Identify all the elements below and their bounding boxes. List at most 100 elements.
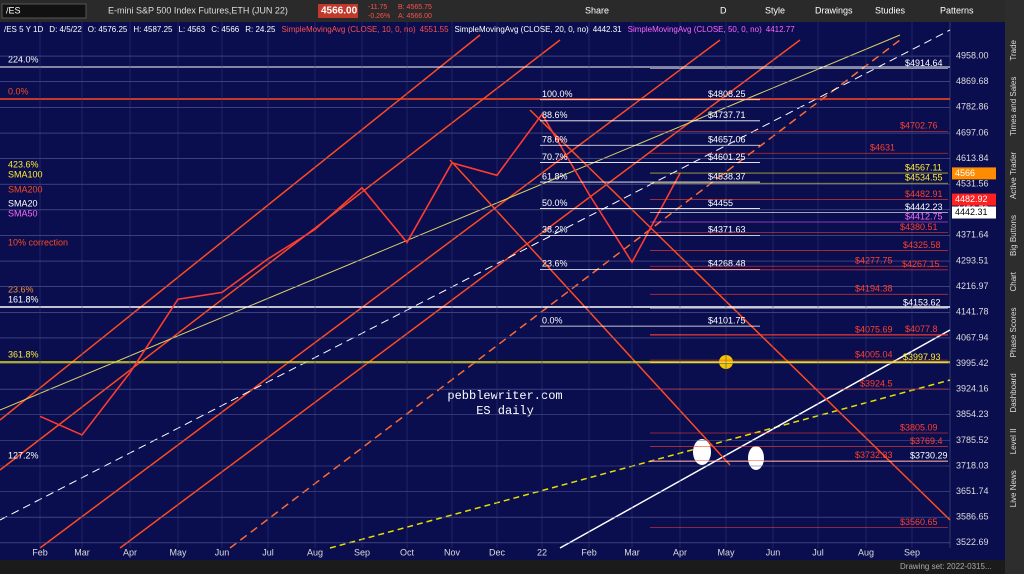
x-tick-label: Mar (624, 547, 640, 557)
price-tag: $4267.15 (902, 259, 940, 269)
description: E-mini S&P 500 Index Futures,ETH (JUN 22… (108, 5, 288, 15)
fib-price: $4538.37 (708, 171, 746, 181)
toolbar-button[interactable]: Share (585, 5, 609, 15)
y-tick-label: 3586.65 (956, 512, 989, 522)
y-tick-label: 4613.84 (956, 153, 989, 163)
bid: B: 4565.75 (398, 4, 432, 11)
toolbar (0, 0, 1024, 22)
fib-price: $4371.63 (708, 225, 746, 235)
y-tick-label: 4531.56 (956, 179, 989, 189)
fib-price: $4657.06 (708, 135, 746, 145)
side-tab[interactable]: Times and Sales (1009, 77, 1018, 136)
price-line (39, 112, 681, 436)
side-tab[interactable]: Live News (1009, 470, 1018, 507)
info-symbol: /ES 5 Y 1D (4, 25, 44, 34)
x-tick-label: Apr (123, 547, 137, 557)
fib-pct: 78.6% (542, 135, 568, 145)
symbol-box[interactable] (1, 3, 87, 19)
info-high: H: 4587.25 (133, 25, 173, 34)
study-value: 4551.55 (420, 25, 449, 34)
toolbar-button[interactable]: Style (765, 5, 785, 15)
price-tag: $4075.69 (855, 325, 893, 335)
price-tag: $3732.33 (855, 450, 893, 460)
price-tag: $4534.55 (905, 173, 943, 183)
x-tick-label: Jun (766, 547, 781, 557)
x-tick-label: Jul (812, 547, 824, 557)
axis-tag: 4566 (955, 168, 975, 178)
y-tick-label: 3522.69 (956, 537, 989, 547)
fib-price: $4601.25 (708, 152, 746, 162)
study-value: 4412.77 (766, 25, 795, 34)
price-tag: $3769.4 (910, 436, 943, 446)
marker (748, 446, 764, 470)
x-tick-label: Feb (32, 547, 48, 557)
left-label: 224.0% (8, 54, 39, 64)
trend-line (0, 39, 561, 471)
trend-line (529, 109, 951, 521)
price-tag: $4442.23 (905, 202, 943, 212)
side-tab[interactable]: Big Buttons (1009, 215, 1018, 256)
x-tick-label: Jul (262, 547, 274, 557)
y-tick-label: 4067.94 (956, 332, 989, 342)
y-tick-label: 4371.64 (956, 230, 989, 240)
status-bar (0, 560, 1005, 574)
last-box (318, 4, 358, 18)
fib-pct: 38.2% (542, 225, 568, 235)
x-tick-label: May (717, 547, 735, 557)
marker (693, 439, 711, 465)
y-tick-label: 4141.78 (956, 307, 989, 317)
toolbar-button[interactable]: D (720, 5, 727, 15)
axis-tag-box (952, 193, 996, 206)
fib-price: $4455 (708, 198, 733, 208)
watermark: ES daily (476, 404, 534, 418)
drawings (0, 29, 951, 549)
info-low: L: 4563 (179, 25, 206, 34)
price-tag: $4005.04 (855, 349, 893, 359)
fib-pct: 23.6% (542, 259, 568, 269)
change-pct: -0.26% (368, 13, 390, 20)
price-tag: $4412.75 (905, 211, 943, 221)
side-tab[interactable]: Active Trader (1009, 152, 1018, 199)
fib-pct: 61.8% (542, 171, 568, 181)
study-value: 4442.31 (593, 25, 622, 34)
fib-pct: 0.0% (542, 315, 563, 325)
ask: A: 4566.00 (398, 13, 432, 20)
y-tick-label: 4958.00 (956, 50, 989, 60)
toolbar-button[interactable]: Patterns (940, 5, 974, 15)
trend-line (0, 29, 951, 521)
left-label: 10% correction (8, 237, 68, 247)
side-tab[interactable]: Chart (1009, 271, 1018, 291)
price-tag: $4702.76 (900, 121, 938, 131)
fib-price: $4101.75 (708, 315, 746, 325)
x-tick-label: Oct (400, 547, 415, 557)
trend-line (119, 39, 801, 549)
side-tab[interactable]: Trade (1009, 39, 1018, 60)
y-tick-label: 4697.06 (956, 127, 989, 137)
left-label: SMA100 (8, 169, 43, 179)
trend-line (559, 329, 951, 549)
toolbar-button[interactable]: Drawings (815, 5, 853, 15)
price-tag: $4631 (870, 143, 895, 153)
left-label: SMA200 (8, 184, 43, 194)
fib-pct: 100.0% (542, 89, 573, 99)
price-tag: $3924.5 (860, 378, 893, 388)
price-tag: $3997.93 (903, 352, 941, 362)
axis-tag-box (952, 206, 996, 219)
price-tag: $4277.75 (855, 256, 893, 266)
fib-price: $4737.71 (708, 110, 746, 120)
y-tick-label: 3995.42 (956, 358, 989, 368)
trend-line (39, 39, 721, 549)
side-tab[interactable]: Phase Scores (1009, 308, 1018, 358)
y-tick-label: 3924.16 (956, 384, 989, 394)
price-tag: $4914.64 (905, 58, 943, 68)
axis-tag: 4482.92 (955, 194, 988, 204)
price-tag: $3730.29 (910, 451, 948, 461)
symbol[interactable]: /ES (6, 5, 21, 15)
x-tick-label: Dec (489, 547, 506, 557)
axis-tag-box (952, 167, 996, 180)
toolbar-button[interactable]: Studies (875, 5, 906, 15)
side-tab[interactable]: Dashboard (1009, 373, 1018, 412)
side-tab[interactable]: Level II (1009, 428, 1018, 454)
